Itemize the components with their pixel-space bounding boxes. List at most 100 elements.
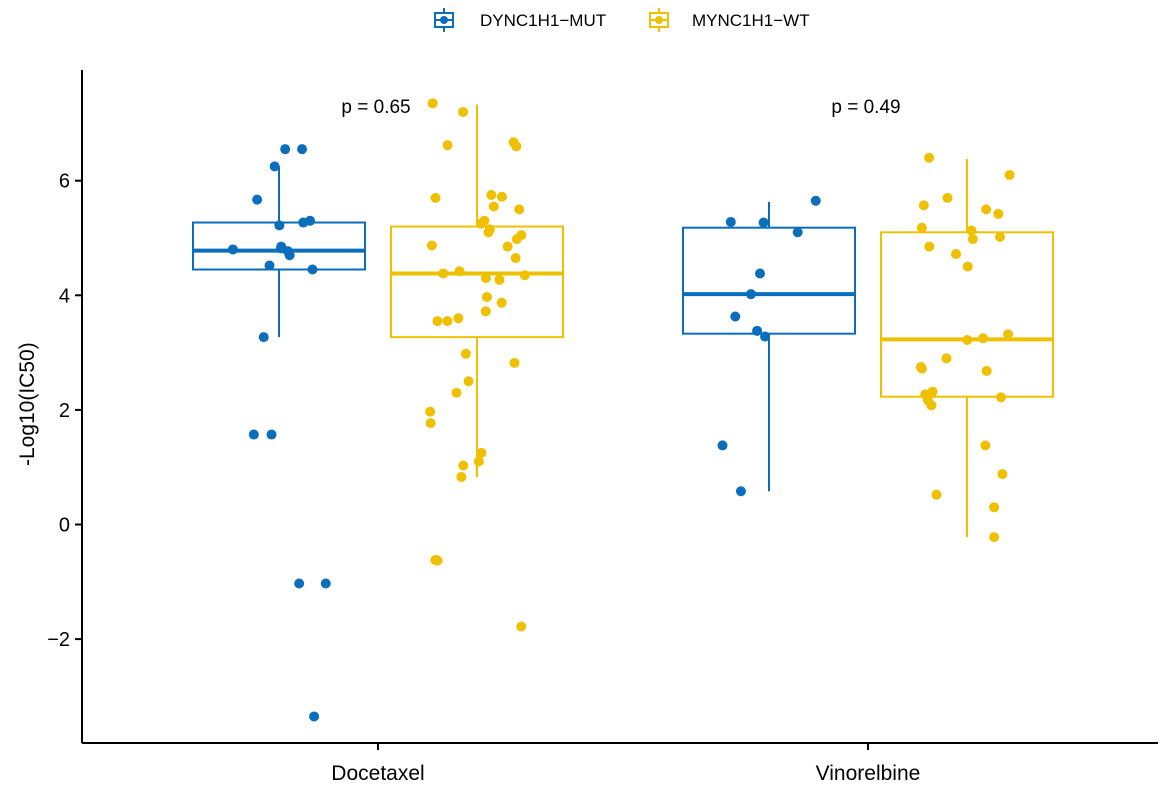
data-point: [430, 192, 441, 203]
data-point: [297, 144, 308, 155]
x-tick-label: Docetaxel: [331, 762, 424, 784]
data-point: [496, 297, 507, 308]
data-point: [519, 270, 530, 281]
data-point: [730, 311, 741, 322]
p-value-annotation: p = 0.49: [831, 97, 900, 118]
data-point: [989, 532, 1000, 543]
y-tick-label: −2: [47, 629, 70, 651]
data-point: [997, 469, 1008, 480]
data-point: [516, 621, 527, 632]
p-value-annotation: p = 0.65: [341, 97, 410, 118]
data-point: [511, 234, 522, 245]
data-point: [248, 429, 259, 440]
data-point: [480, 306, 491, 317]
data-point: [941, 353, 952, 364]
legend-item-mut[interactable]: DYNC1H1−MUT: [434, 8, 606, 32]
data-point: [760, 331, 771, 342]
data-point: [426, 240, 437, 251]
data-point: [425, 406, 436, 417]
legend-key-point: [655, 16, 663, 24]
data-point: [758, 217, 769, 228]
iqr-box: [390, 225, 564, 339]
data-point: [1004, 169, 1015, 180]
data-point: [284, 250, 295, 261]
data-point: [754, 268, 765, 279]
data-point: [427, 98, 438, 109]
data-point: [453, 313, 464, 324]
axes: −2 0 2 4 6 Docetaxel Vinorelbine -Log10(IC50): [16, 70, 1158, 785]
annotations: p = 0.65 p = 0.49: [341, 97, 900, 118]
series-wt: [390, 98, 1054, 632]
data-point: [993, 208, 1004, 219]
data-point: [942, 192, 953, 203]
data-point: [227, 244, 238, 255]
data-point: [511, 141, 522, 152]
data-point: [274, 220, 285, 231]
x-tick-label: Vinorelbine: [816, 762, 921, 784]
data-point: [514, 204, 525, 215]
iqr-box: [682, 226, 856, 335]
data-point: [298, 217, 309, 228]
data-point: [475, 218, 486, 229]
data-point: [294, 578, 305, 589]
data-point: [473, 456, 484, 467]
data-point: [432, 555, 443, 566]
data-point: [989, 502, 1000, 513]
data-point: [916, 222, 927, 233]
data-point: [264, 260, 275, 271]
data-point: [745, 289, 756, 300]
y-tick-label: 4: [59, 285, 70, 307]
data-point: [442, 140, 453, 151]
data-point: [735, 486, 746, 497]
data-point: [792, 227, 803, 238]
data-point: [967, 234, 978, 245]
data-point: [425, 418, 436, 429]
data-point: [480, 273, 491, 284]
data-point: [950, 249, 961, 260]
data-point: [916, 363, 927, 374]
data-point: [981, 204, 992, 215]
data-point: [432, 316, 443, 327]
data-point: [510, 253, 521, 264]
data-point: [488, 201, 499, 212]
box-docetaxel: [390, 98, 564, 632]
data-point: [1003, 329, 1014, 340]
data-point: [981, 365, 992, 376]
data-point: [996, 392, 1007, 403]
data-point: [978, 333, 989, 344]
data-point: [463, 376, 474, 387]
data-point: [810, 195, 821, 206]
legend-key-point: [440, 16, 448, 24]
data-point: [962, 334, 973, 345]
data-point: [438, 268, 449, 279]
data-point: [456, 471, 467, 482]
data-point: [258, 332, 269, 343]
data-point: [486, 190, 497, 201]
data-point: [451, 387, 462, 398]
data-point: [307, 264, 318, 275]
iqr-box: [880, 231, 1054, 398]
data-point: [454, 266, 465, 277]
data-point: [320, 578, 331, 589]
data-point: [496, 191, 507, 202]
legend: DYNC1H1−MUT MYNC1H1−WT: [434, 8, 810, 32]
data-point: [752, 325, 763, 336]
data-point: [442, 316, 453, 327]
legend-item-wt[interactable]: MYNC1H1−WT: [649, 8, 810, 32]
data-point: [266, 429, 277, 440]
data-point: [481, 292, 492, 303]
box-docetaxel: [192, 144, 366, 722]
data-point: [458, 460, 469, 471]
data-point: [717, 440, 728, 451]
y-tick-label: 0: [59, 515, 70, 537]
data-point: [918, 200, 929, 211]
data-point: [280, 144, 291, 155]
box-vinorelbine: [880, 152, 1054, 543]
data-point: [458, 106, 469, 117]
data-point: [931, 489, 942, 500]
legend-label: DYNC1H1−MUT: [480, 11, 606, 30]
data-point: [980, 440, 991, 451]
data-point: [509, 357, 520, 368]
